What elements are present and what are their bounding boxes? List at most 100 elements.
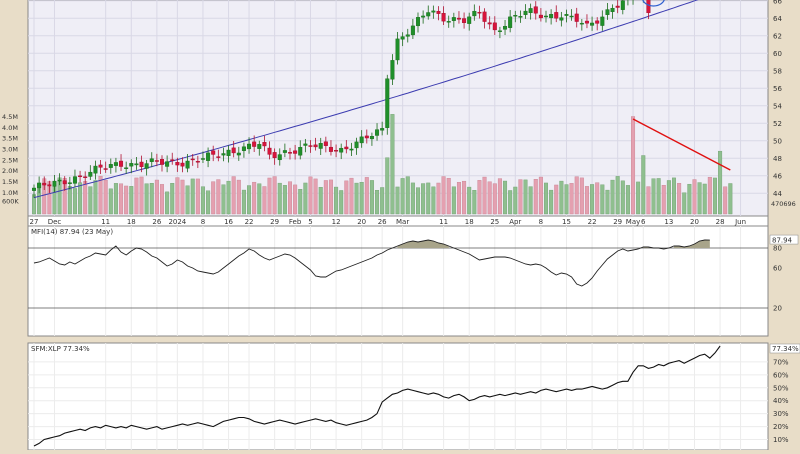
date-tick-11: 5 — [308, 218, 312, 226]
date-axis-strip — [27, 215, 769, 227]
volume-bar-95 — [518, 179, 523, 215]
rs-tick-4: 50% — [773, 384, 789, 392]
volume-bar-128 — [687, 183, 692, 215]
volume-bar-20 — [134, 177, 139, 215]
volume-bar-70 — [390, 114, 395, 215]
date-tick-2: 11 — [101, 218, 110, 226]
price-tick-8: 60 — [773, 50, 782, 58]
price-tick-6: 56 — [773, 85, 782, 93]
candle-body-8 — [72, 176, 77, 184]
candle-body-100 — [544, 15, 549, 18]
mfi-tick-2: 80 — [773, 245, 782, 253]
volume-bar-62 — [349, 177, 354, 215]
rs-panel-bg — [27, 342, 769, 451]
volume-bar-37 — [221, 184, 226, 215]
price-tick-5: 54 — [773, 102, 782, 110]
candle-body-41 — [241, 146, 246, 151]
volume-bar-76 — [421, 183, 426, 215]
volume-bar-106 — [574, 176, 579, 215]
candle-body-102 — [554, 12, 559, 19]
volume-bar-105 — [569, 183, 574, 215]
volume-bar-120 — [646, 186, 651, 215]
candle-body-60 — [339, 147, 344, 153]
candle-body-13 — [98, 164, 103, 168]
volume-bar-11 — [88, 186, 93, 215]
candle-body-26 — [165, 161, 170, 167]
candle-body-88 — [482, 11, 487, 22]
candle-body-61 — [344, 146, 349, 150]
volume-bar-82 — [451, 186, 456, 215]
candle-body-107 — [579, 22, 584, 25]
volume-bar-52 — [298, 189, 303, 215]
volume-bar-77 — [426, 182, 431, 215]
candle-body-49 — [282, 150, 287, 153]
date-tick-9: 29 — [270, 218, 279, 226]
volume-tick-1: 4.0M — [2, 124, 18, 132]
candle-body-104 — [564, 14, 569, 16]
candle-body-48 — [277, 154, 282, 161]
candle-body-34 — [206, 152, 211, 161]
rs-tick-1: 20% — [773, 423, 789, 431]
date-tick-29: Jun — [734, 218, 746, 226]
candle-body-91 — [497, 30, 502, 32]
candle-body-85 — [467, 16, 472, 24]
volume-bar-9 — [78, 182, 83, 215]
candle-body-45 — [262, 142, 267, 147]
volume-bar-133 — [712, 177, 717, 215]
date-tick-4: 26 — [152, 218, 161, 226]
candle-body-103 — [559, 17, 564, 21]
candle-body-80 — [441, 13, 446, 22]
volume-bar-79 — [436, 182, 441, 215]
date-tick-15: Mar — [396, 218, 409, 226]
candle-body-64 — [359, 136, 364, 144]
volume-bar-57 — [323, 180, 328, 215]
candle-body-84 — [462, 18, 467, 23]
volume-bar-88 — [482, 176, 487, 215]
volume-bar-123 — [661, 185, 666, 215]
candle-body-97 — [528, 8, 533, 14]
rs-line — [33, 345, 721, 447]
candle-body-37 — [221, 153, 226, 156]
candle-body-112 — [605, 9, 610, 15]
candle-body-110 — [595, 20, 600, 24]
volume-bar-83 — [456, 182, 461, 215]
candle-body-20 — [134, 163, 139, 166]
candle-body-86 — [472, 10, 477, 17]
candle-body-108 — [584, 20, 589, 24]
volume-bar-13 — [98, 175, 103, 215]
volume-bar-45 — [262, 186, 267, 215]
volume-bar-14 — [103, 179, 108, 215]
candle-body-28 — [175, 162, 180, 166]
volume-bar-107 — [579, 177, 584, 215]
date-tick-18: 25 — [490, 218, 499, 226]
volume-bar-59 — [334, 186, 339, 215]
volume-tick-5: 2.0M — [2, 167, 18, 175]
price-tick-4: 52 — [773, 120, 782, 128]
candle-body-1 — [37, 182, 42, 189]
volume-bar-39 — [231, 176, 236, 215]
candle-body-46 — [267, 147, 272, 155]
mfi-last-box — [769, 234, 799, 245]
candle-body-111 — [600, 16, 605, 26]
candle-body-6 — [62, 180, 67, 185]
volume-bar-58 — [328, 179, 333, 215]
candle-body-5 — [57, 179, 62, 182]
candle-body-69 — [385, 78, 390, 128]
volume-bar-21 — [139, 176, 144, 215]
candle-body-68 — [380, 128, 385, 131]
date-tick-16: 11 — [439, 218, 448, 226]
volume-bar-8 — [72, 188, 77, 215]
volume-bar-22 — [144, 183, 149, 215]
candle-body-16 — [113, 162, 118, 166]
candle-body-55 — [313, 144, 318, 148]
volume-bar-84 — [462, 180, 467, 215]
volume-bar-113 — [610, 179, 615, 215]
volume-bar-134 — [718, 150, 723, 215]
volume-bar-55 — [313, 178, 318, 215]
volume-bar-44 — [257, 183, 262, 215]
candle-body-50 — [288, 152, 293, 154]
volume-bar-109 — [590, 184, 595, 215]
volume-bar-104 — [564, 184, 569, 215]
price-tick-3: 50 — [773, 137, 782, 145]
candle-body-99 — [538, 14, 543, 19]
